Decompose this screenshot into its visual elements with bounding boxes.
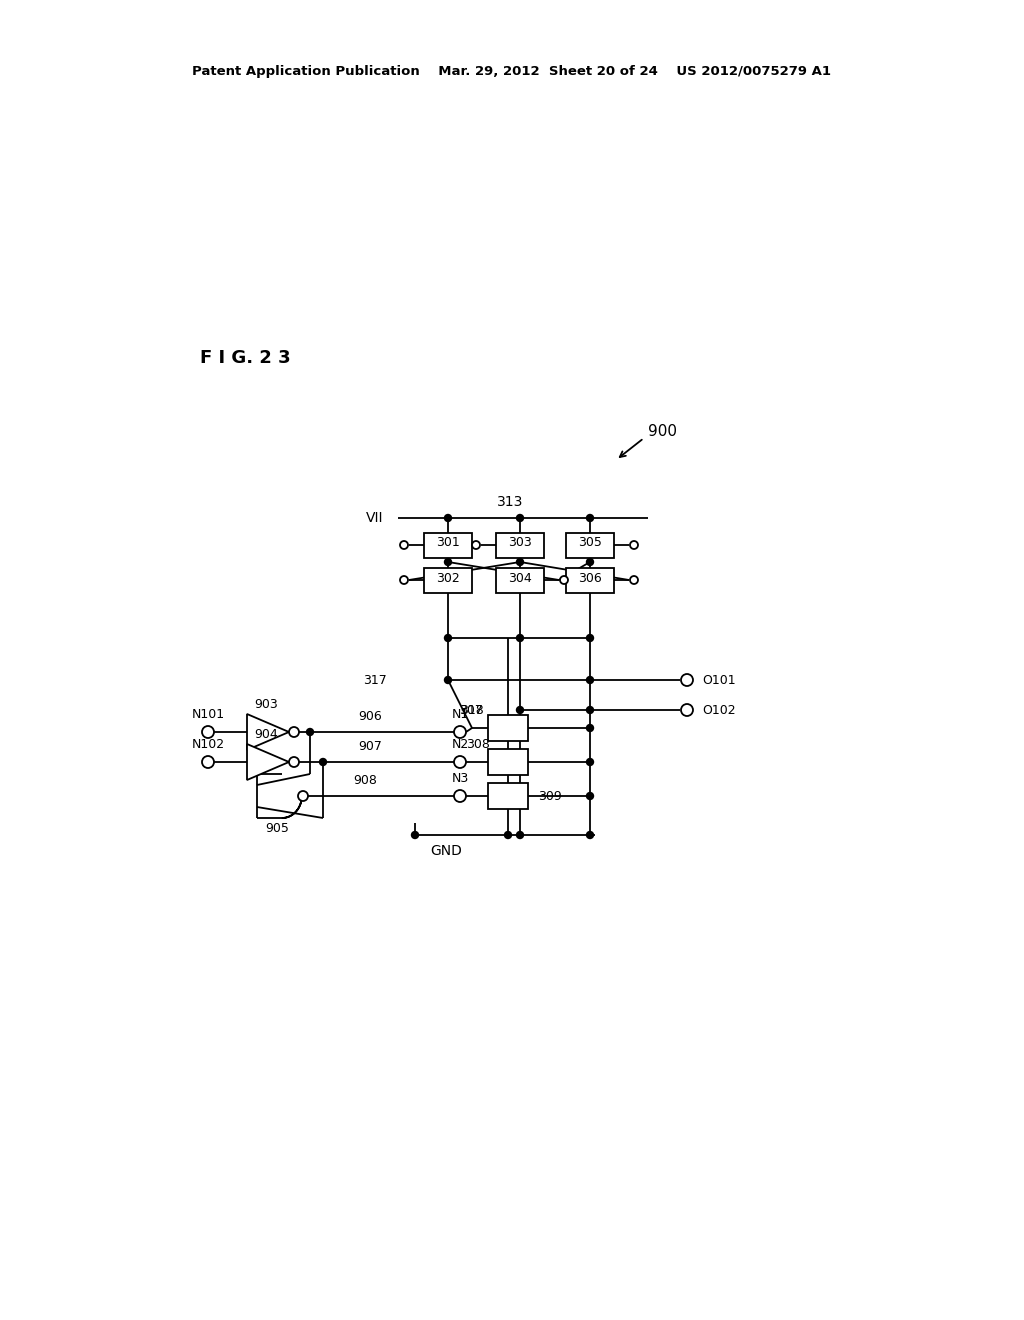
Polygon shape (247, 744, 289, 780)
Circle shape (505, 832, 512, 838)
Text: N2: N2 (452, 738, 469, 751)
Text: 904: 904 (254, 727, 278, 741)
Bar (488, 748, 528, 775)
Circle shape (630, 541, 638, 549)
Circle shape (444, 676, 452, 684)
Text: 304: 304 (508, 572, 531, 585)
Circle shape (560, 576, 568, 583)
Circle shape (454, 789, 466, 803)
Circle shape (289, 727, 299, 737)
Text: N101: N101 (191, 708, 224, 721)
Bar (496, 532, 544, 557)
Circle shape (472, 541, 480, 549)
Circle shape (587, 792, 594, 800)
Circle shape (587, 635, 594, 642)
Circle shape (587, 759, 594, 766)
Text: F I G. 2 3: F I G. 2 3 (200, 348, 291, 367)
Text: GND: GND (430, 843, 462, 858)
Bar (566, 568, 614, 593)
Text: 309: 309 (538, 789, 562, 803)
Text: 306: 306 (579, 572, 602, 585)
Text: 305: 305 (579, 536, 602, 549)
Text: 308: 308 (466, 738, 490, 751)
Circle shape (587, 706, 594, 714)
Text: 903: 903 (254, 697, 278, 710)
Text: 301: 301 (436, 536, 460, 549)
Polygon shape (247, 714, 289, 750)
Bar (424, 532, 472, 557)
Text: 317: 317 (364, 673, 387, 686)
Bar (424, 568, 472, 593)
Circle shape (298, 791, 308, 801)
Text: N1: N1 (452, 708, 469, 721)
Text: N102: N102 (191, 738, 224, 751)
Circle shape (454, 726, 466, 738)
Circle shape (587, 725, 594, 731)
Circle shape (516, 832, 523, 838)
Text: O101: O101 (702, 673, 735, 686)
Circle shape (681, 704, 693, 715)
Circle shape (454, 756, 466, 768)
Circle shape (202, 756, 214, 768)
Text: N3: N3 (452, 771, 469, 784)
Text: O102: O102 (702, 704, 735, 717)
Circle shape (444, 635, 452, 642)
Circle shape (587, 832, 594, 838)
Bar (488, 715, 528, 741)
Circle shape (587, 676, 594, 684)
Bar (488, 783, 528, 809)
Circle shape (630, 576, 638, 583)
Text: 302: 302 (436, 572, 460, 585)
Text: 313: 313 (497, 495, 523, 510)
Bar (566, 532, 614, 557)
Circle shape (516, 635, 523, 642)
Circle shape (516, 515, 523, 521)
Circle shape (587, 515, 594, 521)
Text: 307: 307 (459, 704, 483, 717)
Text: 906: 906 (358, 710, 382, 723)
Text: 318: 318 (460, 704, 484, 717)
Text: 907: 907 (358, 741, 382, 754)
Text: VII: VII (366, 511, 383, 525)
Bar (496, 568, 544, 593)
Circle shape (516, 558, 523, 565)
Circle shape (319, 759, 327, 766)
Text: 908: 908 (353, 775, 377, 788)
Circle shape (400, 541, 408, 549)
Circle shape (400, 576, 408, 583)
Circle shape (587, 558, 594, 565)
Text: Patent Application Publication    Mar. 29, 2012  Sheet 20 of 24    US 2012/00752: Patent Application Publication Mar. 29, … (193, 66, 831, 78)
Text: 303: 303 (508, 536, 531, 549)
Circle shape (306, 729, 313, 735)
Circle shape (202, 726, 214, 738)
Circle shape (289, 756, 299, 767)
Circle shape (444, 558, 452, 565)
Circle shape (444, 515, 452, 521)
Text: 900: 900 (648, 425, 677, 440)
Text: 905: 905 (265, 822, 289, 836)
Circle shape (516, 706, 523, 714)
Circle shape (681, 675, 693, 686)
Circle shape (412, 832, 419, 838)
